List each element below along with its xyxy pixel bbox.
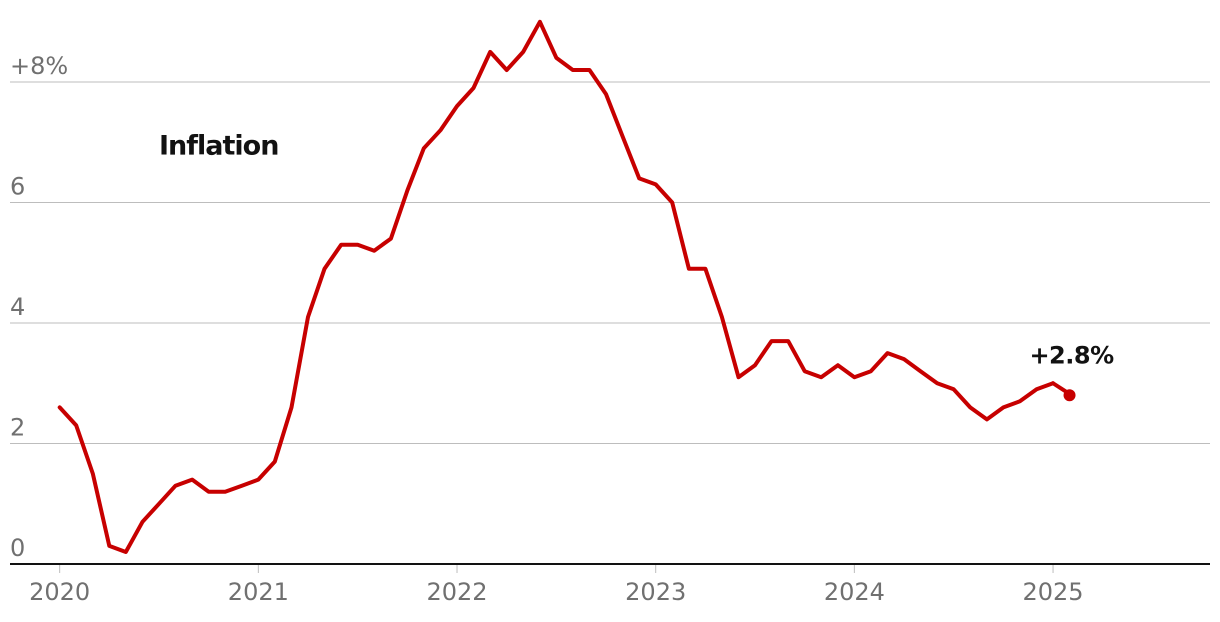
series-annotation-inflation: Inflation bbox=[159, 130, 278, 161]
y-tick-label: 2 bbox=[10, 414, 25, 442]
latest-value-label: +2.8% bbox=[1029, 341, 1114, 369]
x-tick-label: 2022 bbox=[426, 578, 487, 606]
series-line-inflation bbox=[57, 19, 1055, 554]
annotations: +2.8% Inflation bbox=[159, 130, 1115, 369]
y-tick-label: +8% bbox=[10, 52, 68, 80]
series-line-tail bbox=[1051, 381, 1068, 394]
y-tick-label: 0 bbox=[10, 534, 25, 562]
y-tick-label: 4 bbox=[10, 293, 25, 321]
x-tick-label: 2023 bbox=[625, 578, 686, 606]
latest-value-point bbox=[1063, 389, 1076, 402]
x-tick-label: 2024 bbox=[824, 578, 885, 606]
gridlines bbox=[10, 81, 1210, 444]
y-axis-labels: +8% 6 4 2 0 bbox=[10, 52, 68, 562]
y-tick-label: 6 bbox=[10, 173, 25, 201]
x-tick-label: 2020 bbox=[29, 578, 90, 606]
x-tick-label: 2021 bbox=[228, 578, 289, 606]
series-layer bbox=[57, 19, 1076, 554]
x-axis: 2020 2021 2022 2023 2024 2025 bbox=[10, 563, 1210, 606]
x-tick-label: 2025 bbox=[1023, 578, 1084, 606]
